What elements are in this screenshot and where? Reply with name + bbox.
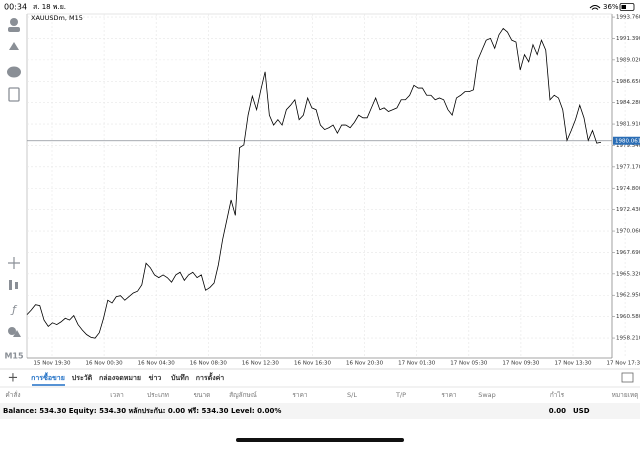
x-tick-label: 15 Nov 19:30 (33, 361, 71, 367)
column-header: หมายเหตุ (612, 391, 639, 399)
y-tick-label: 1962.950 (616, 293, 640, 299)
chart: 1993.760 1991.390 1989.020 1986.650 1984.280… (26, 14, 640, 367)
y-tick-label: 1970.060 (616, 229, 640, 235)
column-header: Swap (478, 391, 496, 399)
x-tick-label: 16 Nov 20:30 (346, 361, 384, 367)
battery-icon (619, 3, 635, 11)
total-profit: 0.00 (549, 407, 566, 415)
icon-candles[interactable] (9, 280, 12, 290)
x-tick-label: 17 Nov 17:30 (607, 361, 640, 367)
y-tick-label: 1981.910 (616, 122, 640, 128)
total-currency: USD (573, 407, 590, 415)
y-tick-label: 1989.020 (616, 57, 640, 63)
y-tick-label: 1984.280 (616, 100, 640, 106)
column-header: ราคา (292, 391, 307, 399)
tab[interactable]: การตั้งค่า (196, 371, 225, 382)
y-tick-label: 1993.760 (616, 15, 640, 21)
tab[interactable]: ประวัติ (72, 374, 93, 382)
layout-button[interactable] (621, 372, 634, 383)
column-header: สัญลักษณ์ (229, 391, 257, 399)
sidebar: ƒ (7, 18, 21, 337)
column-header: T/P (395, 391, 406, 399)
x-tick-label: 16 Nov 04:30 (138, 361, 176, 367)
x-tick-label: 16 Nov 16:30 (294, 361, 332, 367)
tab[interactable]: ข่าว (149, 374, 162, 382)
icon-objects-b (13, 330, 21, 337)
status-time: 00:34 (4, 3, 27, 12)
y-tick-label: 1967.690 (616, 250, 640, 256)
icon-account[interactable] (10, 18, 18, 26)
icon-account-base (8, 27, 20, 32)
x-tick-label: 16 Nov 12:30 (242, 361, 280, 367)
icon-chat[interactable] (7, 66, 21, 78)
y-tick-label: 1974.800 (616, 186, 640, 192)
y-tick-label: 1958.210 (616, 336, 640, 342)
icon-crosshair[interactable] (8, 257, 20, 269)
x-tick-label: 16 Nov 08:30 (190, 361, 228, 367)
tab[interactable]: กล่องจดหมาย (99, 374, 141, 382)
battery-level: 36% (603, 3, 619, 11)
current-price-label: 1980.061 (615, 138, 640, 144)
column-header: ขนาด (194, 391, 211, 399)
summary-row-bg (0, 403, 640, 419)
y-tick-label: 1986.650 (616, 79, 640, 85)
icon-indicators[interactable]: ƒ (10, 303, 18, 316)
x-tick-label: 16 Nov 00:30 (86, 361, 124, 367)
account-summary: Balance: 534.30 Equity: 534.30 หลักประกั… (3, 407, 281, 415)
add-button[interactable]: + (8, 371, 19, 386)
column-header: เวลา (110, 391, 124, 399)
column-header: S/L (347, 391, 357, 399)
table-header: คำสั่ง เวลา ประเภท ขนาด สัญลักษณ์ ราคา S/L T/P ร… (5, 390, 638, 399)
column-header: ราคา (441, 391, 456, 399)
battery-fill (621, 5, 626, 9)
price-line (26, 27, 602, 339)
y-tick-label: 1972.430 (616, 207, 640, 213)
tab[interactable]: บันทึก (171, 373, 189, 382)
x-tick-label: 17 Nov 13:30 (554, 361, 592, 367)
column-header: กำไร (550, 391, 565, 399)
x-tick-label: 17 Nov 09:30 (502, 361, 540, 367)
y-tick-label: 1965.320 (616, 271, 640, 277)
y-tick-label: 1979.540 (616, 143, 640, 149)
chart-title: XAUUSDm, M15 (31, 14, 83, 22)
icon-objects[interactable] (8, 327, 16, 335)
status-date: ส. 18 พ.ย. (33, 3, 66, 11)
y-tick-label: 1991.390 (616, 36, 640, 42)
timeframe-button[interactable]: M15 (4, 352, 24, 361)
y-tick-label: 1960.580 (616, 314, 640, 320)
wifi-icon (589, 5, 601, 10)
x-tick-label: 17 Nov 01:30 (398, 361, 436, 367)
home-indicator (236, 438, 404, 442)
icon-new-doc[interactable] (8, 87, 20, 102)
y-tick-label: 1977.170 (616, 164, 640, 170)
column-header: คำสั่ง (5, 390, 20, 399)
x-tick-label: 17 Nov 05:30 (450, 361, 488, 367)
current-price-box (613, 136, 640, 145)
tab[interactable]: การซื้อขาย (31, 371, 65, 382)
tab-bar: การซื้อขาย ประวัติ กล่องจดหมาย ข่าว บันทึก กา… (31, 371, 225, 386)
icon-trade[interactable] (9, 42, 19, 50)
column-header: ประเภท (147, 391, 169, 399)
icon-candles-b (15, 282, 18, 289)
